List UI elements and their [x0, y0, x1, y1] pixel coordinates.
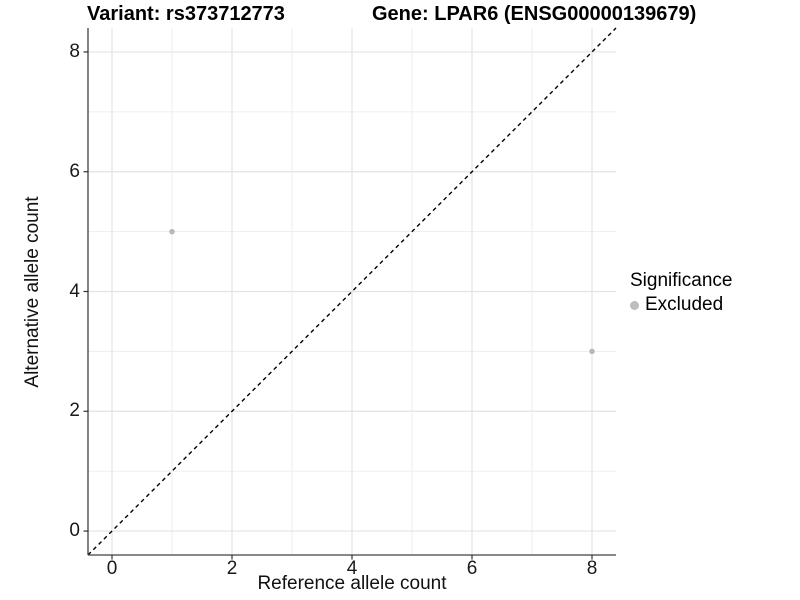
y-axis-title: Alternative allele count: [22, 196, 43, 388]
x-tick-label: 4: [346, 558, 358, 579]
legend-point-icon: [630, 300, 639, 310]
y-tick-label: 4: [69, 280, 80, 302]
legend: Significance Excluded: [630, 270, 732, 316]
data-point: [169, 228, 175, 235]
x-axis-title: Reference allele count: [257, 573, 447, 594]
y-tick-label: 0: [69, 520, 80, 542]
x-tick-label: 0: [106, 558, 118, 579]
variant-title: Variant: rs373712773: [87, 3, 285, 25]
x-tick-label: 6: [466, 558, 478, 579]
y-tick-label: 2: [69, 400, 80, 422]
legend-item: Excluded: [630, 294, 732, 316]
gene-title: Gene: LPAR6 (ENSG00000139679): [372, 3, 697, 25]
x-tick-label: 8: [586, 558, 598, 579]
legend-items: Excluded: [630, 294, 732, 316]
x-tick-label: 2: [226, 558, 238, 579]
y-tick-label: 8: [69, 40, 80, 62]
legend-title: Significance: [630, 270, 733, 291]
data-point: [589, 348, 595, 355]
legend-item-label: Excluded: [645, 294, 724, 315]
y-tick-label: 6: [69, 160, 80, 182]
